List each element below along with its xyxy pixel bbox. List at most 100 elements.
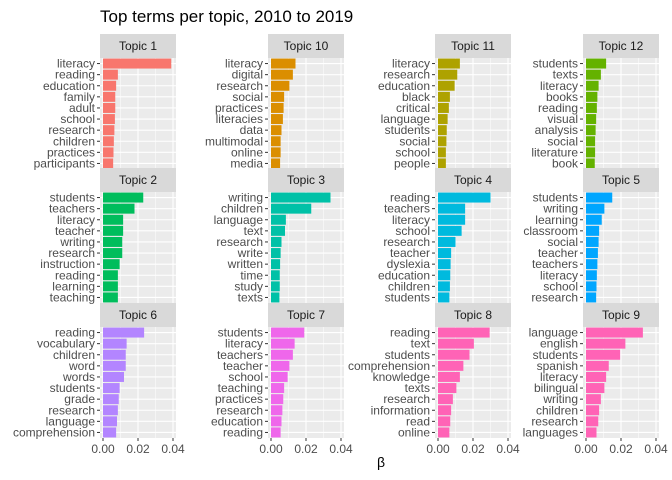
bar [438, 204, 465, 214]
bar [586, 125, 596, 135]
bar [438, 339, 474, 349]
x-tick-label: 0.02 [461, 442, 485, 456]
bar [586, 427, 597, 437]
term-label: media [230, 156, 263, 170]
facet-topic-10: Topic 10literacydigitalresearchsocialpra… [205, 34, 344, 170]
bar [438, 350, 470, 360]
bar [103, 270, 118, 280]
bar [438, 70, 457, 80]
chart-title: Top terms per topic, 2010 to 2019 [100, 7, 353, 26]
bar [271, 226, 285, 236]
bar [586, 350, 620, 360]
bar [586, 416, 598, 426]
bar [586, 292, 596, 302]
bar [271, 237, 282, 247]
facet-topic-4: Topic 4readingteachersliteracyschoolrese… [378, 168, 511, 304]
bar [438, 215, 465, 225]
bar [586, 270, 597, 280]
facet-topic-11: Topic 11literacyresearcheducationblackcr… [378, 34, 511, 170]
bar [438, 281, 450, 291]
bar [586, 405, 599, 415]
bar [271, 328, 304, 338]
bar [586, 59, 606, 69]
facet-topic-5: Topic 5studentswritinglearningclassrooms… [523, 168, 659, 304]
term-label: comprehension [13, 425, 95, 439]
bar [438, 226, 462, 236]
bar [438, 328, 490, 338]
bar [103, 394, 119, 404]
bar [103, 405, 118, 415]
bar [271, 59, 296, 69]
x-tick-label: 0.04 [329, 442, 353, 456]
bar [586, 328, 643, 338]
bar [438, 158, 446, 168]
bar [586, 158, 595, 168]
bar [271, 394, 283, 404]
x-tick-label: 0.04 [496, 442, 520, 456]
term-label: reading [223, 425, 263, 439]
bar [271, 193, 331, 203]
bar [103, 147, 114, 157]
bar [586, 237, 599, 247]
facet-strip-label: Topic 11 [451, 39, 495, 53]
facet-topic-7: Topic 7studentsliteracyteachersteachersc… [211, 303, 353, 456]
term-label: languages [523, 425, 578, 439]
bar [586, 259, 597, 269]
bar [438, 416, 450, 426]
bar [586, 147, 595, 157]
bar [103, 372, 124, 382]
bar [103, 204, 135, 214]
bar [438, 292, 449, 302]
bar [438, 103, 449, 113]
bar [438, 237, 456, 247]
bar [438, 361, 463, 371]
bar [103, 158, 113, 168]
bar [103, 383, 120, 393]
bar [586, 136, 595, 146]
bar [271, 248, 281, 258]
bar [586, 193, 612, 203]
x-tick-label: 0.00 [426, 442, 450, 456]
bar [271, 114, 283, 124]
term-label: people [394, 156, 430, 170]
bar [103, 103, 115, 113]
bar [438, 427, 449, 437]
bar [271, 372, 288, 382]
bar [586, 114, 596, 124]
bar [586, 361, 609, 371]
bar [103, 81, 116, 91]
facet-topic-12: Topic 12studentstextsliteracybooksreadin… [531, 34, 659, 170]
x-tick-label: 0.02 [126, 442, 150, 456]
facet-topic-1: Topic 1literacyreadingeducationfamilyadu… [34, 34, 176, 170]
x-tick-label: 0.04 [644, 442, 668, 456]
term-label: book [552, 156, 579, 170]
bar [586, 372, 606, 382]
bar [586, 92, 597, 102]
bar [271, 416, 282, 426]
facet-strip-label: Topic 2 [119, 173, 157, 187]
bar [438, 372, 460, 382]
bar [103, 237, 122, 247]
term-label: texts [238, 290, 263, 304]
bar [271, 361, 289, 371]
x-tick-label: 0.00 [91, 442, 115, 456]
x-tick-label: 0.02 [294, 442, 318, 456]
bar [103, 292, 118, 302]
bar [103, 259, 120, 269]
bar [103, 136, 114, 146]
bar [438, 383, 456, 393]
bar [438, 193, 491, 203]
bar [103, 350, 126, 360]
term-label: online [398, 425, 430, 439]
bar [586, 248, 598, 258]
bar [586, 70, 601, 80]
bar [438, 259, 451, 269]
bar [271, 158, 280, 168]
bar [438, 147, 446, 157]
bar [103, 92, 115, 102]
bar [438, 394, 453, 404]
facet-topic-9: Topic 9languageenglishstudentsspanishlit… [523, 303, 668, 456]
bar [271, 427, 281, 437]
x-tick-label: 0.00 [574, 442, 598, 456]
